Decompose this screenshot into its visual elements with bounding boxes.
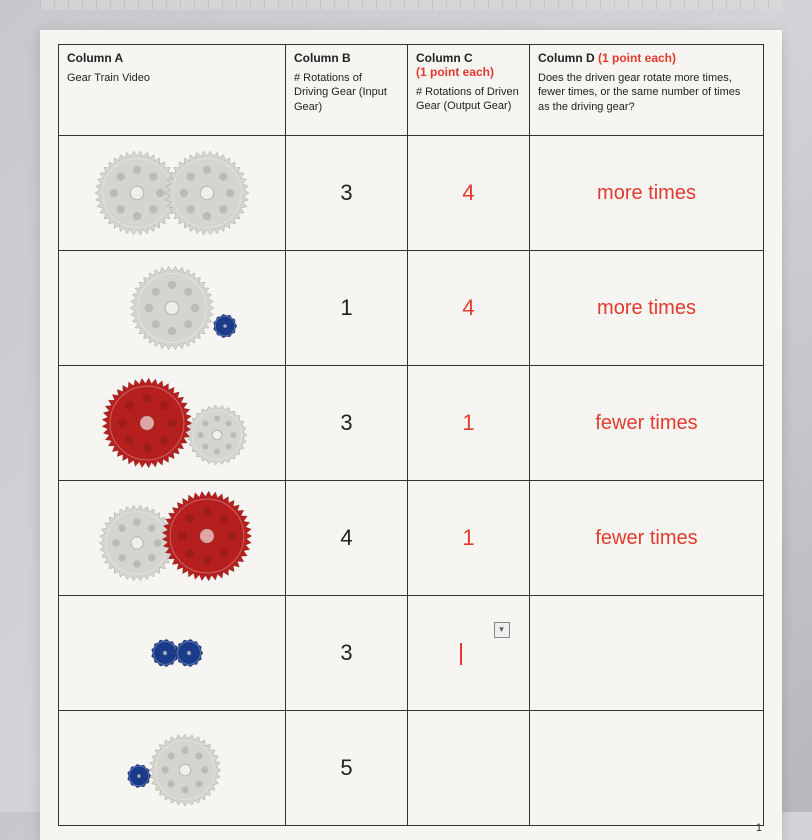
col-a-sub: Gear Train Video — [67, 71, 277, 85]
comparison-answer[interactable]: more times — [530, 251, 764, 366]
table-row: 34more times — [59, 136, 764, 251]
rotations-driving: 3 — [286, 366, 408, 481]
header-row: Column A Gear Train Video Column B # Rot… — [59, 45, 764, 136]
col-b-sub: # Rotations of Driving Gear (Input Gear) — [294, 71, 399, 114]
rotations-driving: 1 — [286, 251, 408, 366]
worksheet-page: Column A Gear Train Video Column B # Rot… — [40, 30, 782, 840]
col-c-title: Column C (1 point each) — [416, 51, 521, 79]
table-row: 5 — [59, 711, 764, 826]
rotations-driving: 5 — [286, 711, 408, 826]
rotations-driven[interactable]: 1 — [408, 481, 530, 596]
gear-image-cell — [59, 711, 286, 826]
gear-diagram-icon — [77, 603, 267, 703]
comparison-answer[interactable] — [530, 711, 764, 826]
text-cursor[interactable] — [460, 643, 462, 665]
col-a-title: Column A — [67, 51, 277, 65]
header-col-d: Column D (1 point each) Does the driven … — [530, 45, 764, 136]
gear-diagram-icon — [77, 488, 267, 588]
ruler-decoration — [40, 0, 782, 10]
gear-image-cell — [59, 481, 286, 596]
gear-image-cell — [59, 596, 286, 711]
rotations-driven[interactable]: 1 — [408, 366, 530, 481]
rotations-driving: 3 — [286, 136, 408, 251]
gear-diagram-icon — [77, 143, 267, 243]
gear-image-cell — [59, 251, 286, 366]
gear-image-cell — [59, 366, 286, 481]
table-row: 14more times — [59, 251, 764, 366]
comparison-answer[interactable]: fewer times — [530, 366, 764, 481]
rotations-driving: 3 — [286, 596, 408, 711]
gear-image-cell — [59, 136, 286, 251]
gear-diagram-icon — [77, 718, 267, 818]
gear-diagram-icon — [77, 373, 267, 473]
page-number: 1 — [756, 822, 762, 834]
header-col-a: Column A Gear Train Video — [59, 45, 286, 136]
rotations-driven[interactable]: ▾ — [408, 596, 530, 711]
rotations-driven[interactable] — [408, 711, 530, 826]
table-row: 31fewer times — [59, 366, 764, 481]
table-row: 41fewer times — [59, 481, 764, 596]
header-col-b: Column B # Rotations of Driving Gear (In… — [286, 45, 408, 136]
table-row: 3▾ — [59, 596, 764, 711]
rotations-driving: 4 — [286, 481, 408, 596]
header-col-c: Column C (1 point each) # Rotations of D… — [408, 45, 530, 136]
col-d-sub: Does the driven gear rotate more times, … — [538, 71, 755, 114]
gear-table: Column A Gear Train Video Column B # Rot… — [58, 44, 764, 826]
col-d-points: (1 point each) — [598, 51, 676, 65]
col-b-title: Column B — [294, 51, 399, 65]
gear-diagram-icon — [77, 258, 267, 358]
rotations-driven[interactable]: 4 — [408, 136, 530, 251]
col-d-title: Column D (1 point each) — [538, 51, 755, 65]
comparison-answer[interactable]: more times — [530, 136, 764, 251]
col-c-sub: # Rotations of Driven Gear (Output Gear) — [416, 85, 521, 114]
rotations-driven[interactable]: 4 — [408, 251, 530, 366]
comparison-answer[interactable] — [530, 596, 764, 711]
dropdown-icon[interactable]: ▾ — [494, 622, 510, 638]
comparison-answer[interactable]: fewer times — [530, 481, 764, 596]
col-c-points: (1 point each) — [416, 65, 494, 79]
